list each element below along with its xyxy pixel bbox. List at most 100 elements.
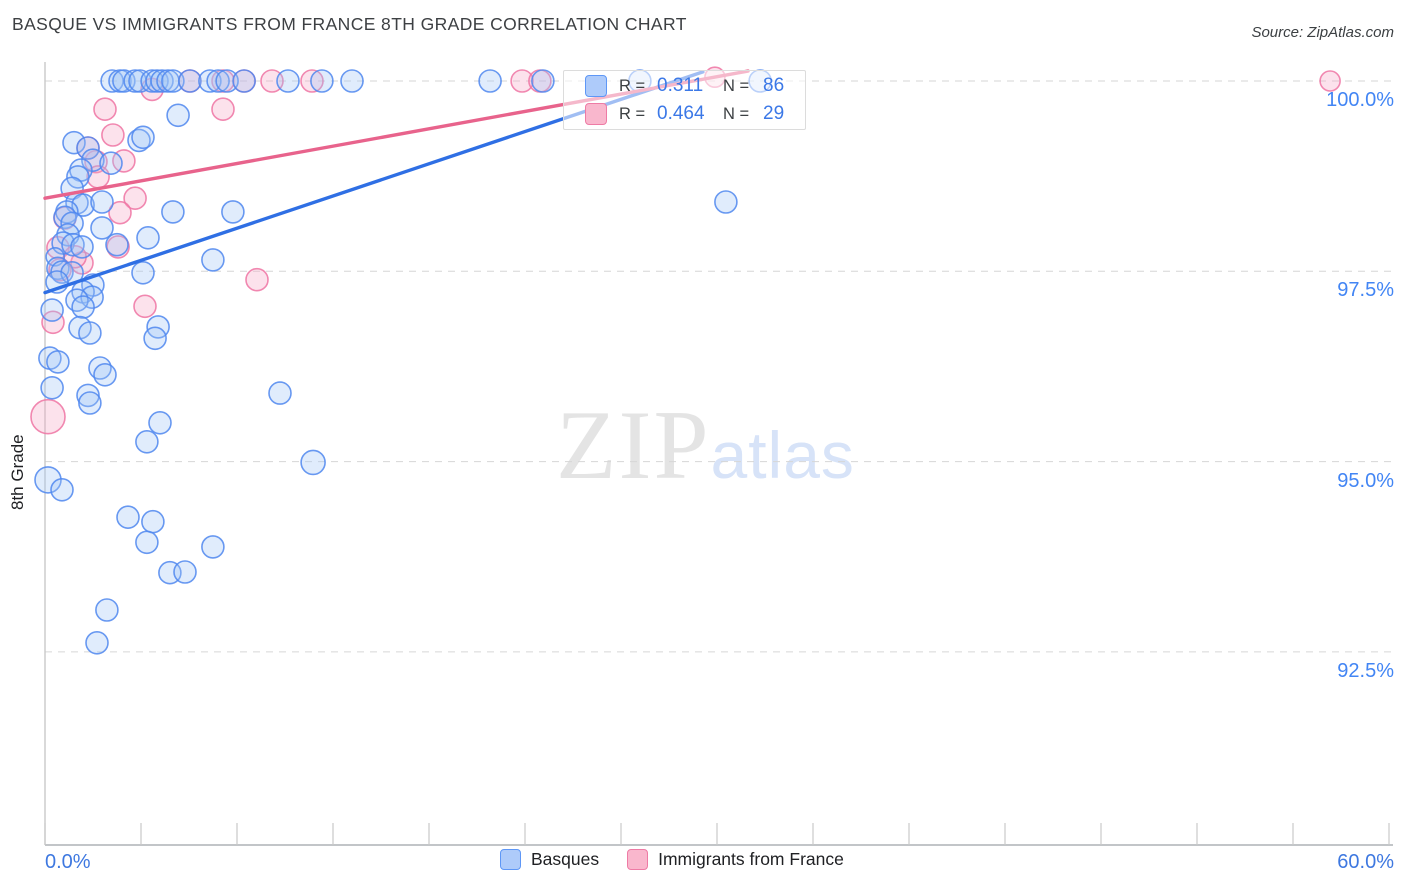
scatter-point-basques[interactable]: [221, 200, 245, 224]
scatter-point-basques[interactable]: [161, 69, 185, 93]
scatter-point-basques[interactable]: [531, 69, 555, 93]
scatter-point-basques[interactable]: [131, 125, 155, 150]
scatter-point-basques[interactable]: [127, 128, 151, 153]
scatter-point-immigrants-from-france[interactable]: [245, 267, 269, 292]
scatter-point-basques[interactable]: [178, 69, 202, 93]
r-value-basques: 0.311: [657, 75, 704, 96]
legend-row-immigrants: R = 0.464 N = 29: [585, 102, 805, 127]
scatter-point-basques[interactable]: [105, 232, 129, 257]
scatter-point-basques[interactable]: [135, 530, 159, 555]
chart-title: BASQUE VS IMMIGRANTS FROM FRANCE 8TH GRA…: [12, 14, 687, 34]
legend-label: Basques: [531, 849, 600, 869]
scatter-point-basques[interactable]: [40, 375, 64, 400]
scatter-point-immigrants-from-france[interactable]: [211, 97, 235, 121]
n-label: N =: [723, 76, 750, 95]
scatter-point-basques[interactable]: [201, 248, 225, 272]
scatter-point-basques[interactable]: [90, 190, 114, 214]
scatter-point-immigrants-from-france[interactable]: [123, 186, 147, 210]
legend-label: Immigrants from France: [658, 849, 844, 869]
scatter-point-basques[interactable]: [76, 383, 100, 408]
scatter-point-basques[interactable]: [99, 151, 123, 175]
scatter-point-basques[interactable]: [201, 535, 225, 559]
scatter-point-basques[interactable]: [61, 232, 85, 257]
y-tick-label: 95.0%: [1337, 469, 1394, 492]
r-label: R =: [619, 104, 646, 123]
y-tick-label: 97.5%: [1337, 279, 1394, 302]
scatter-point-basques[interactable]: [148, 410, 172, 435]
scatter-point-immigrants-from-france[interactable]: [106, 235, 130, 259]
scatter-point-basques[interactable]: [300, 449, 326, 476]
scatter-point-basques[interactable]: [95, 598, 119, 622]
r-value-immigrants: 0.464: [657, 103, 705, 124]
scatter-point-basques[interactable]: [66, 165, 90, 189]
scatter-point-basques[interactable]: [232, 69, 256, 93]
y-axis-title: 8th Grade: [8, 434, 27, 510]
scatter-point-basques[interactable]: [34, 466, 62, 494]
scatter-point-immigrants-from-france[interactable]: [300, 69, 324, 93]
immigrants-swatch-icon: [627, 849, 649, 870]
scatter-point-immigrants-from-france[interactable]: [108, 200, 132, 225]
legend-item-basques[interactable]: Basques: [500, 849, 599, 870]
scatter-point-basques[interactable]: [310, 69, 334, 93]
scatter-point-basques[interactable]: [78, 391, 102, 415]
y-tick-label: 100.0%: [1326, 89, 1394, 111]
legend-row-basques: R = 0.311 N = 86: [585, 74, 805, 99]
scatter-point-basques[interactable]: [268, 381, 292, 405]
series-blue: [34, 69, 772, 655]
n-value-immigrants: 29: [763, 103, 785, 124]
scatter-point-basques[interactable]: [76, 136, 100, 160]
scatter-point-basques[interactable]: [100, 69, 124, 93]
scatter-point-basques[interactable]: [85, 630, 109, 655]
r-label: R =: [619, 76, 646, 95]
scatter-point-immigrants-from-france[interactable]: [93, 97, 117, 121]
scatter-point-immigrants-from-france[interactable]: [41, 310, 65, 335]
scatter-point-immigrants-from-france[interactable]: [1319, 70, 1341, 92]
scatter-point-basques[interactable]: [478, 69, 502, 93]
immigrants-swatch-icon: [585, 103, 607, 125]
scatter-point-basques[interactable]: [135, 429, 159, 454]
scatter-point-basques[interactable]: [81, 148, 105, 172]
scatter-point-basques[interactable]: [198, 69, 222, 93]
scatter-point-basques[interactable]: [90, 216, 114, 240]
scatter-point-immigrants-from-france[interactable]: [133, 294, 157, 319]
scatter-point-basques[interactable]: [276, 69, 300, 93]
scatter-point-basques[interactable]: [161, 200, 185, 224]
legend-item-immigrants-from-france[interactable]: Immigrants from France: [627, 849, 844, 870]
scatter-point-basques[interactable]: [80, 285, 104, 310]
source-attribution[interactable]: Source: ZipAtlas.com: [1251, 24, 1394, 41]
scatter-point-immigrants-from-france[interactable]: [30, 398, 66, 435]
scatter-point-basques[interactable]: [62, 130, 86, 155]
scatter-point-basques[interactable]: [166, 103, 190, 128]
scatter-point-immigrants-from-france[interactable]: [101, 123, 125, 147]
scatter-point-immigrants-from-france[interactable]: [260, 69, 284, 93]
scatter-point-basques[interactable]: [116, 505, 140, 530]
y-tick-label: 92.5%: [1337, 659, 1394, 682]
scatter-point-basques[interactable]: [215, 69, 239, 93]
scatter-point-basques[interactable]: [714, 190, 738, 214]
scatter-point-basques[interactable]: [46, 350, 70, 374]
scatter-point-basques[interactable]: [131, 260, 155, 285]
scatter-point-basques[interactable]: [173, 560, 197, 584]
scatter-point-basques[interactable]: [136, 226, 160, 250]
watermark-zip: ZIP: [556, 391, 711, 500]
scatter-point-basques[interactable]: [93, 362, 117, 387]
scatter-point-basques[interactable]: [40, 298, 64, 322]
scatter-point-basques[interactable]: [143, 326, 167, 351]
scatter-point-basques[interactable]: [141, 509, 165, 534]
scatter-point-immigrants-from-france[interactable]: [510, 69, 534, 93]
scatter-point-basques[interactable]: [71, 295, 95, 319]
basques-swatch-icon: [585, 75, 607, 97]
watermark-atlas: atlas: [710, 418, 855, 492]
scatter-point-basques[interactable]: [50, 477, 74, 502]
scatter-point-basques[interactable]: [70, 235, 94, 259]
n-label: N =: [723, 104, 750, 123]
scatter-point-basques[interactable]: [206, 69, 230, 93]
correlation-legend: R = 0.311 N = 86 R = 0.464 N = 29: [563, 70, 806, 130]
x-axis-label-min: 0.0%: [45, 851, 91, 873]
series-legend: Basques Immigrants from France: [500, 849, 844, 870]
zipatlas-watermark: ZIPatlas: [556, 396, 855, 503]
scatter-point-basques[interactable]: [78, 321, 102, 345]
scatter-point-basques[interactable]: [340, 69, 364, 93]
